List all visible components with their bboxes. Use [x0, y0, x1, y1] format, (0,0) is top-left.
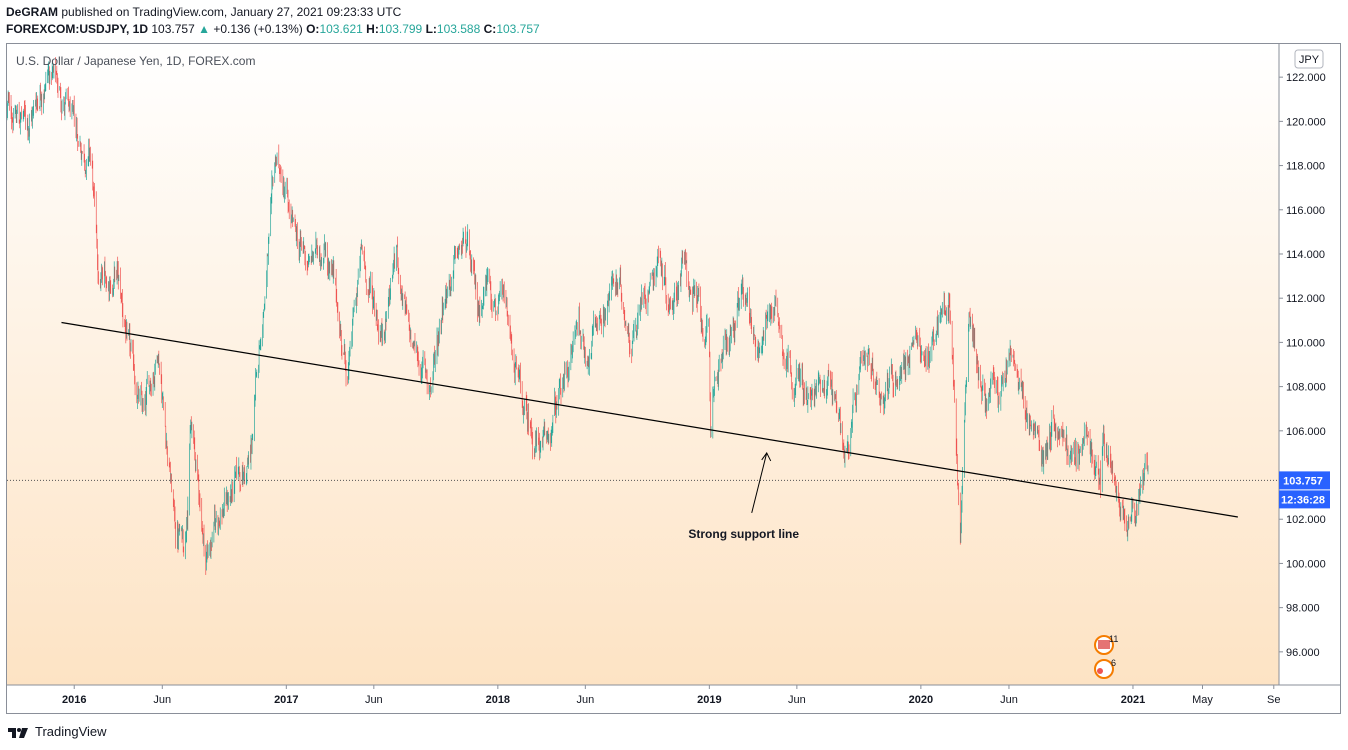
- x-tick-label: Jun: [153, 694, 171, 706]
- y-tick-label: 106.000: [1286, 426, 1326, 438]
- last-price: 103.757: [151, 22, 195, 36]
- high-label: H:: [366, 22, 379, 36]
- y-tick-label: 118.000: [1286, 161, 1325, 173]
- close-label: C:: [483, 22, 497, 36]
- economic-events-marker[interactable]: 11 6: [1094, 634, 1118, 679]
- x-tick-label: 2017: [274, 694, 298, 706]
- currency-label: JPY: [1299, 54, 1320, 66]
- y-tick-label: 116.000: [1286, 205, 1325, 217]
- publisher-name[interactable]: DeGRAM: [6, 5, 59, 19]
- symbol-info: FOREXCOM:USDJPY, 1D 103.757 ▲ +0.136 (+0…: [6, 22, 540, 36]
- y-tick-label: 122.000: [1286, 72, 1326, 84]
- plot-background: [7, 44, 1279, 685]
- bar-countdown-tag: [1279, 490, 1330, 509]
- us-flag-icon: [1098, 640, 1110, 649]
- currency-badge[interactable]: [1294, 49, 1324, 69]
- x-tick-label: 2019: [697, 694, 721, 706]
- candles-group: [7, 57, 1149, 575]
- x-tick-label: 2020: [909, 694, 933, 706]
- x-tick-label: 2018: [486, 694, 510, 706]
- bar-countdown-value: 12:36:28: [1281, 494, 1325, 506]
- x-tick-label: Se: [1267, 694, 1280, 706]
- price-change: +0.136 (+0.13%): [213, 22, 303, 36]
- high-value: 103.799: [378, 22, 423, 36]
- up-triangle-icon: ▲: [198, 22, 210, 36]
- arrow-head-icon: [761, 451, 772, 462]
- x-tick-label: May: [1192, 694, 1213, 706]
- y-tick-label: 114.000: [1286, 249, 1325, 261]
- event-count-badge: 11: [1109, 634, 1118, 644]
- open-value: 103.621: [319, 22, 363, 36]
- y-tick-label: 96.000: [1286, 647, 1320, 659]
- chart-header: DeGRAM published on TradingView.com, Jan…: [0, 0, 1348, 44]
- x-tick-label: Jun: [1000, 694, 1018, 706]
- price-chart[interactable]: Strong support line U.S. Dollar / Japane…: [7, 44, 1340, 713]
- annotation-arrow: [751, 452, 768, 514]
- chart-title: U.S. Dollar / Japanese Yen, 1D, FOREX.co…: [16, 54, 255, 68]
- publish-text: published on TradingView.com, January 27…: [58, 5, 402, 19]
- footer: TradingView: [0, 714, 1348, 750]
- price-axis[interactable]: 122.000 120.000 118.000 116.000 114.000 112.0…: [1279, 72, 1326, 659]
- current-price-value: 103.757: [1283, 475, 1323, 487]
- x-tick-label: Jun: [576, 694, 594, 706]
- support-trend-line[interactable]: [61, 321, 1238, 518]
- low-label: L:: [425, 22, 437, 36]
- chart-frame[interactable]: Strong support line U.S. Dollar / Japane…: [6, 43, 1341, 714]
- current-price-tag: [1279, 471, 1330, 490]
- low-value: 103.588: [436, 22, 481, 36]
- y-tick-label: 112.000: [1286, 293, 1325, 305]
- y-tick-label: 120.000: [1286, 116, 1326, 128]
- tradingview-brand: TradingView: [35, 724, 107, 739]
- y-tick-label: 102.000: [1286, 514, 1326, 526]
- publish-info: DeGRAM published on TradingView.com, Jan…: [6, 5, 401, 19]
- y-tick-label: 98.000: [1286, 603, 1320, 615]
- tradingview-logo-icon: [8, 727, 28, 738]
- open-label: O:: [306, 22, 320, 36]
- tradingview-logo[interactable]: TradingView: [7, 724, 107, 739]
- x-tick-label: Jun: [365, 694, 383, 706]
- event-dot-icon: [1097, 668, 1103, 674]
- x-tick-label: Jun: [788, 694, 806, 706]
- x-tick-label: 2021: [1121, 694, 1145, 706]
- x-tick-label: 2016: [62, 694, 86, 706]
- close-value: 103.757: [496, 22, 540, 36]
- time-axis[interactable]: 2016 Jun 2017 Jun 2018 Jun 2019 Jun 2020 Jun 2021 M…: [62, 685, 1281, 706]
- y-tick-label: 100.000: [1286, 558, 1326, 570]
- symbol-name: FOREXCOM:USDJPY, 1D: [6, 22, 149, 36]
- annotation-text[interactable]: Strong support line: [688, 527, 799, 541]
- event-count-badge-2: 6: [1111, 658, 1116, 668]
- y-tick-label: 110.000: [1286, 337, 1325, 349]
- y-tick-label: 108.000: [1286, 382, 1326, 394]
